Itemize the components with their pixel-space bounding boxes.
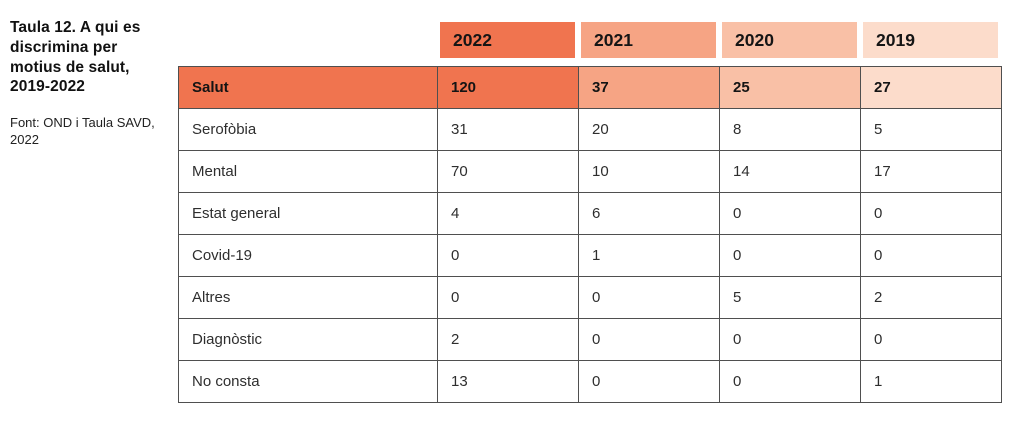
cell-value: 6 [578,192,720,235]
cell-value: 13 [437,360,579,403]
row-label: Mental [178,150,438,193]
cell-value: 1 [860,360,1002,403]
cell-value: 0 [437,234,579,277]
year-header-row: 2022 2021 2020 2019 [178,22,1002,58]
table-row: Diagnòstic 2 0 0 0 [178,318,1002,361]
cell-value: 4 [437,192,579,235]
cell-value: 0 [860,318,1002,361]
cell-value: 0 [578,360,720,403]
data-table: Salut 120 37 25 27 Serofòbia 31 20 8 5 M… [178,66,1002,403]
cell-value: 2 [860,276,1002,319]
row-label: Salut [178,66,438,109]
caption-column: Taula 12. A qui es discrimina per motius… [10,18,170,149]
year-label: 2019 [863,22,998,58]
row-label: Estat general [178,192,438,235]
cell-value: 70 [437,150,579,193]
cell-value: 0 [719,318,861,361]
table-row: Estat general 4 6 0 0 [178,192,1002,235]
cell-value: 14 [719,150,861,193]
table-area: 2022 2021 2020 2019 Salut 120 37 25 [178,22,1002,403]
cell-value: 10 [578,150,720,193]
cell-value: 0 [719,234,861,277]
cell-value: 0 [437,276,579,319]
row-label: Altres [178,276,438,319]
cell-value: 31 [437,108,579,151]
table-row: No consta 13 0 0 1 [178,360,1002,403]
cell-value: 17 [860,150,1002,193]
year-label: 2022 [440,22,575,58]
table-row: Serofòbia 31 20 8 5 [178,108,1002,151]
year-header-2020: 2020 [719,22,860,58]
cell-value: 0 [719,192,861,235]
row-label: No consta [178,360,438,403]
table-row: Covid-19 0 1 0 0 [178,234,1002,277]
cell-value: 37 [578,66,720,109]
cell-value: 1 [578,234,720,277]
cell-value: 8 [719,108,861,151]
cell-value: 0 [578,318,720,361]
source-note: Font: OND i Taula SAVD, 2022 [10,115,155,148]
cell-value: 5 [860,108,1002,151]
year-header-2021: 2021 [578,22,719,58]
row-label: Serofòbia [178,108,438,151]
cell-value: 120 [437,66,579,109]
row-label: Covid-19 [178,234,438,277]
cell-value: 25 [719,66,861,109]
cell-value: 0 [578,276,720,319]
table-row-salut: Salut 120 37 25 27 [178,66,1002,109]
cell-value: 0 [719,360,861,403]
year-label: 2020 [722,22,857,58]
cell-value: 0 [860,234,1002,277]
cell-value: 5 [719,276,861,319]
year-header-2019: 2019 [860,22,1001,58]
year-label: 2021 [581,22,716,58]
cell-value: 20 [578,108,720,151]
cell-value: 2 [437,318,579,361]
table-title: Taula 12. A qui es discrimina per motius… [10,19,141,96]
cell-value: 0 [860,192,1002,235]
row-label: Diagnòstic [178,318,438,361]
cell-value: 27 [860,66,1002,109]
table-row: Mental 70 10 14 17 [178,150,1002,193]
year-header-2022: 2022 [437,22,578,58]
year-header-spacer [178,22,437,58]
table-row: Altres 0 0 5 2 [178,276,1002,319]
